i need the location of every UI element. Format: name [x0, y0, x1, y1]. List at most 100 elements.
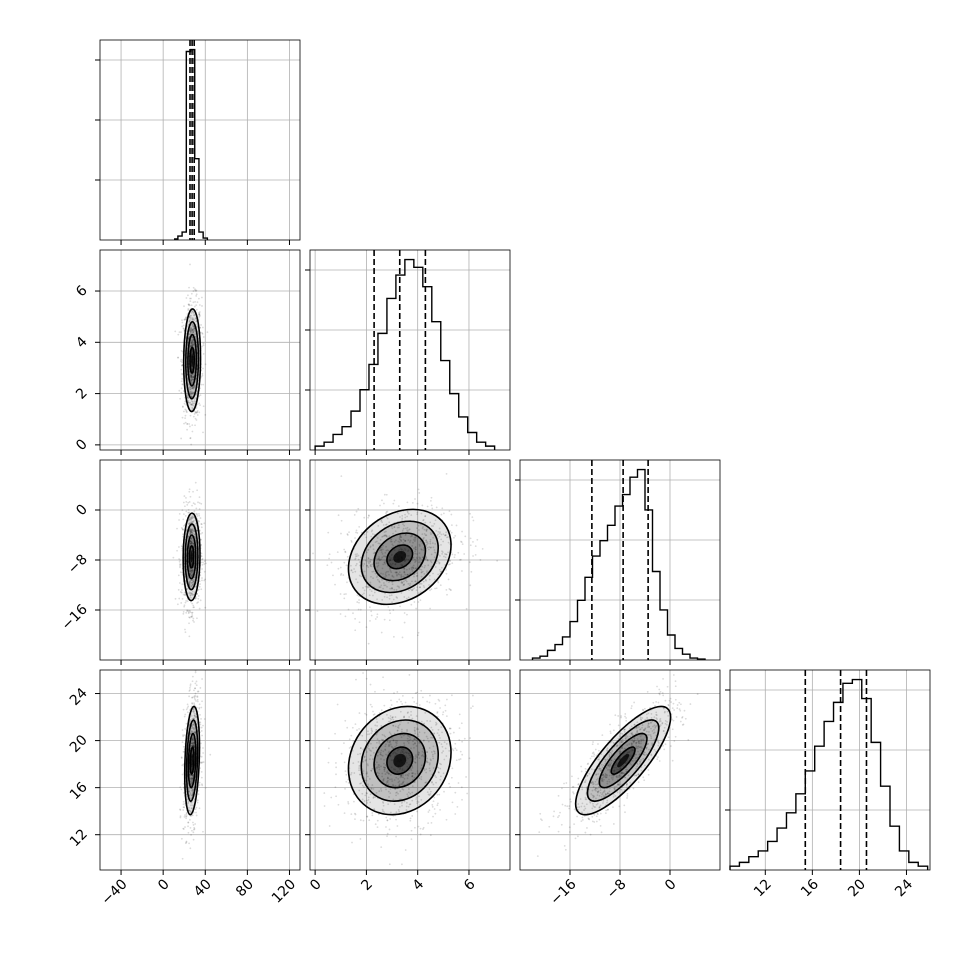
- sample-point: [188, 479, 190, 481]
- sample-point: [387, 606, 390, 608]
- sample-point: [436, 534, 438, 537]
- sample-point: [356, 553, 358, 555]
- sample-point: [413, 747, 415, 749]
- sample-point: [191, 744, 194, 747]
- sample-point: [200, 762, 203, 764]
- sample-point: [394, 752, 397, 754]
- sample-point: [192, 331, 195, 334]
- sample-point: [474, 553, 477, 556]
- sample-point: [198, 514, 201, 517]
- sample-point: [420, 548, 423, 551]
- sample-point: [400, 536, 402, 539]
- sample-point: [392, 544, 395, 547]
- sample-point: [189, 529, 192, 532]
- sample-point: [408, 568, 411, 570]
- sample-point: [186, 395, 189, 398]
- sample-point: [653, 748, 656, 751]
- sample-point: [200, 717, 202, 720]
- sample-point: [191, 392, 193, 395]
- sample-point: [201, 784, 204, 787]
- sample-point: [389, 754, 392, 757]
- sample-point: [192, 738, 194, 741]
- sample-point: [193, 591, 196, 594]
- sample-point: [362, 819, 365, 822]
- sample-point: [388, 559, 391, 562]
- sample-point: [380, 790, 383, 792]
- sample-point: [369, 564, 372, 567]
- sample-point: [177, 588, 180, 591]
- sample-point: [198, 311, 200, 314]
- sample-point: [192, 738, 194, 741]
- sample-point: [411, 772, 414, 775]
- sample-point: [386, 777, 389, 780]
- sample-point: [593, 788, 596, 791]
- sample-point: [381, 772, 384, 775]
- sample-point: [189, 532, 192, 535]
- sample-point: [186, 711, 189, 714]
- sample-point: [358, 773, 361, 776]
- sample-point: [403, 567, 406, 570]
- sample-point: [380, 846, 383, 849]
- sample-point: [357, 753, 359, 756]
- sample-point: [188, 303, 190, 306]
- sample-point: [409, 819, 412, 822]
- sample-point: [422, 696, 424, 699]
- sample-point: [648, 731, 650, 733]
- sample-point: [455, 759, 458, 762]
- sample-point: [455, 749, 458, 752]
- sample-point: [402, 567, 405, 570]
- sample-point: [584, 779, 587, 782]
- sample-point: [375, 562, 378, 565]
- sample-point: [194, 682, 197, 685]
- sample-point: [601, 793, 603, 796]
- sample-point: [400, 575, 403, 578]
- sample-point: [352, 612, 354, 615]
- sample-point: [447, 536, 449, 538]
- sample-point: [368, 733, 371, 736]
- sample-point: [371, 784, 374, 786]
- sample-point: [666, 685, 669, 688]
- sample-point: [186, 610, 189, 613]
- sample-point: [403, 524, 406, 527]
- sample-point: [429, 521, 432, 524]
- sample-point: [428, 809, 431, 812]
- sample-point: [420, 775, 423, 778]
- sample-point: [420, 571, 423, 574]
- sample-point: [410, 838, 413, 841]
- sample-point: [415, 702, 418, 705]
- sample-point: [182, 809, 185, 811]
- sample-point: [448, 749, 451, 752]
- sample-point: [376, 724, 378, 727]
- sample-point: [356, 594, 359, 597]
- sample-point: [472, 540, 474, 543]
- sample-point: [413, 547, 415, 550]
- sample-point: [330, 561, 333, 564]
- sample-point: [406, 510, 409, 513]
- sample-point: [198, 402, 201, 405]
- sample-point: [334, 583, 336, 586]
- sample-point: [186, 573, 189, 576]
- sample-point: [348, 738, 351, 741]
- sample-point: [426, 559, 429, 562]
- sample-point: [188, 807, 190, 809]
- sample-point: [362, 672, 364, 674]
- sample-point: [386, 713, 388, 716]
- sample-point: [198, 707, 201, 710]
- sample-point: [407, 549, 410, 552]
- sample-point: [407, 711, 409, 714]
- sample-point: [199, 394, 202, 397]
- sample-point: [436, 712, 439, 714]
- sample-point: [450, 513, 453, 516]
- sample-point: [199, 742, 202, 745]
- sample-point: [182, 518, 185, 521]
- contour-line-0: [189, 346, 196, 374]
- sample-point: [343, 597, 346, 600]
- sample-point: [421, 570, 424, 573]
- sample-point: [430, 821, 433, 824]
- sample-point: [192, 343, 195, 346]
- sample-point: [463, 553, 466, 555]
- sample-point: [189, 569, 192, 572]
- sample-point: [414, 761, 417, 764]
- sample-point: [190, 585, 193, 588]
- sample-point: [445, 818, 448, 821]
